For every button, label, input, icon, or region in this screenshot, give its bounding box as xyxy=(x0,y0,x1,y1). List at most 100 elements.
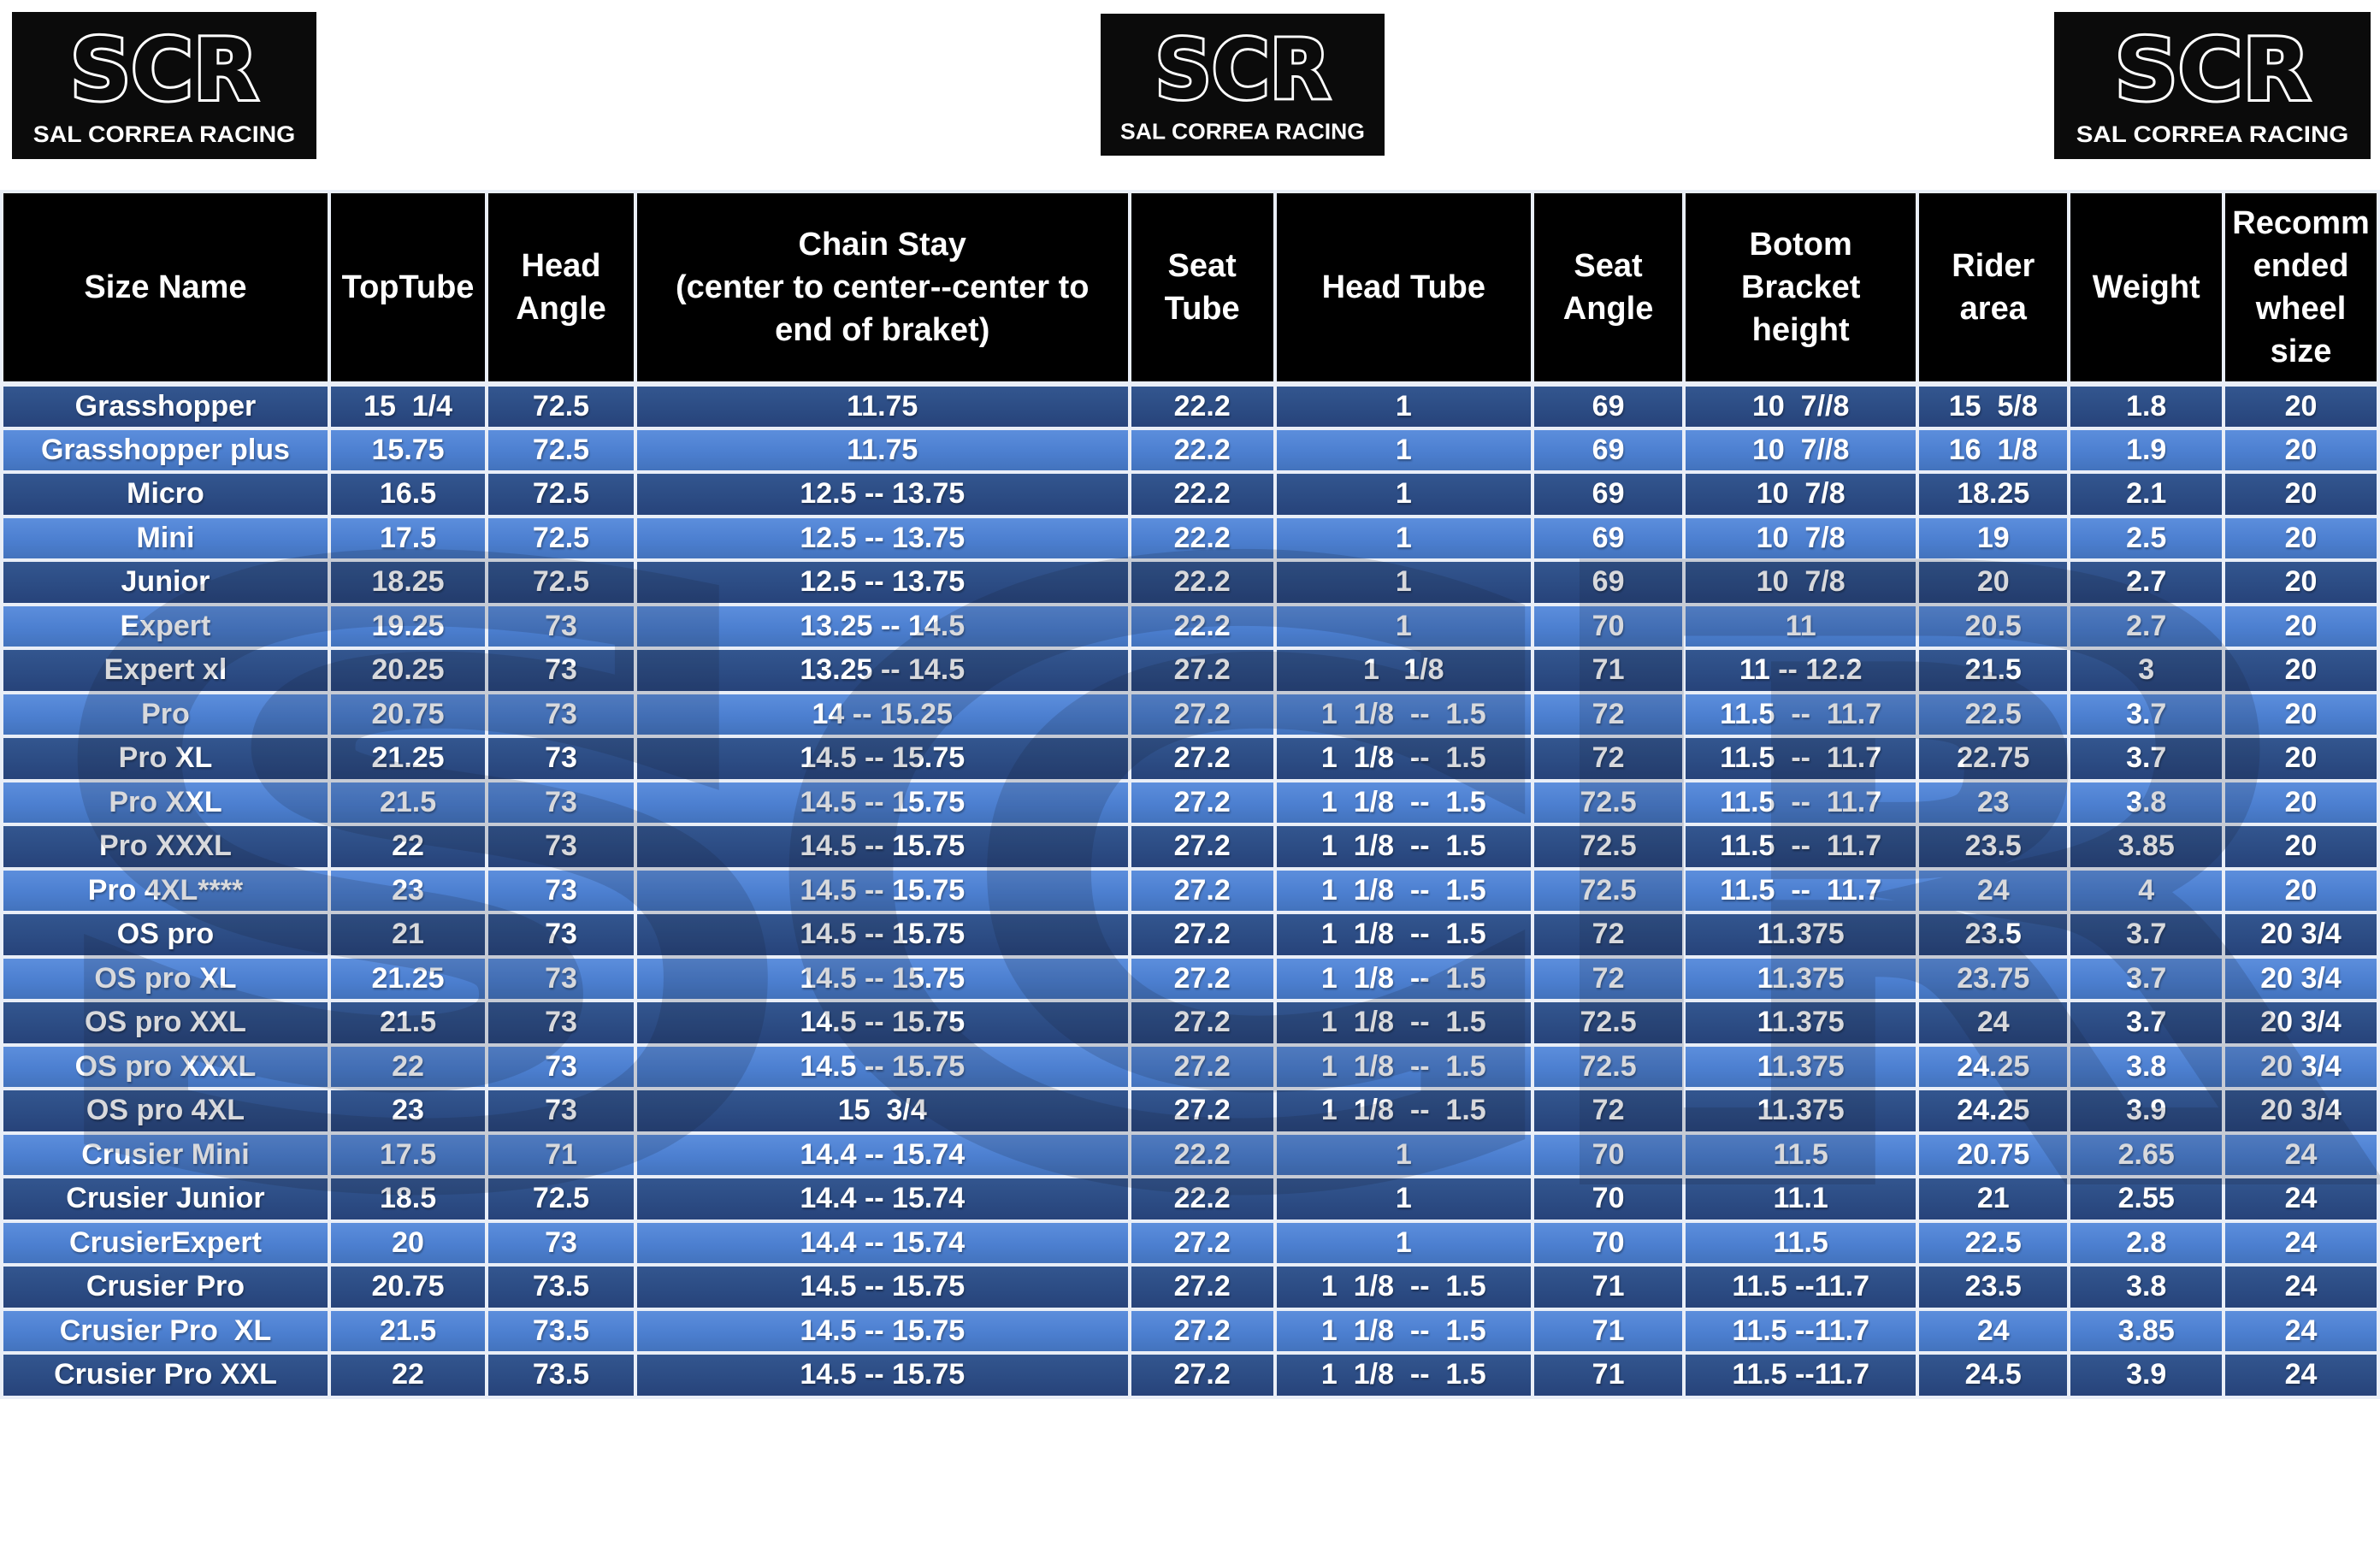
cell-seat-tube: 22.2 xyxy=(1127,1175,1277,1223)
cell-chain-stay: 14.5 -- 15.75 xyxy=(633,911,1131,959)
cell-bottom-bracket-height: 11.5 -- 11.7 xyxy=(1682,778,1920,826)
logo-text: SCR xyxy=(70,21,258,120)
cell-rider-area: 18.25 xyxy=(1916,470,2071,518)
scr-logo-icon: SCR SAL CORREA RACING xyxy=(2054,12,2371,159)
cell-bottom-bracket-height: 11.1 xyxy=(1682,1175,1920,1223)
cell-recommended-wheel-size: 20 3/4 xyxy=(2222,911,2380,959)
cell-seat-angle: 70 xyxy=(1530,1131,1686,1178)
cell-recommended-wheel-size: 20 xyxy=(2222,470,2380,518)
cell-head-angle: 72.5 xyxy=(485,470,637,518)
cell-seat-angle: 69 xyxy=(1530,382,1686,430)
cell-size-name: Crusier Pro xyxy=(0,1263,331,1311)
cell-top-tube: 23 xyxy=(327,1087,489,1135)
cell-seat-tube: 22.2 xyxy=(1127,558,1277,606)
cell-seat-angle: 69 xyxy=(1530,514,1686,562)
cell-chain-stay: 14.5 -- 15.75 xyxy=(633,999,1131,1047)
cell-head-tube: 1 1/8 -- 1.5 xyxy=(1273,735,1534,782)
cell-top-tube: 17.5 xyxy=(327,514,489,562)
cell-chain-stay: 13.25 -- 14.5 xyxy=(633,602,1131,650)
cell-seat-tube: 22.2 xyxy=(1127,470,1277,518)
cell-top-tube: 19.25 xyxy=(327,602,489,650)
cell-recommended-wheel-size: 20 xyxy=(2222,735,2380,782)
cell-seat-angle: 72.5 xyxy=(1530,1042,1686,1090)
cell-size-name: Crusier Pro XXL xyxy=(0,1351,331,1399)
cell-chain-stay: 14.5 -- 15.75 xyxy=(633,1263,1131,1311)
cell-head-tube: 1 1/8 -- 1.5 xyxy=(1273,999,1534,1047)
cell-recommended-wheel-size: 20 xyxy=(2222,778,2380,826)
table-row: Pro XL 21.25 73 14.5 -- 15.75 27.2 1 1/8 -- 1… xyxy=(0,735,2380,782)
cell-seat-angle: 71 xyxy=(1530,1351,1686,1399)
cell-top-tube: 18.5 xyxy=(327,1175,489,1223)
cell-recommended-wheel-size: 24 xyxy=(2222,1263,2380,1311)
cell-seat-angle: 69 xyxy=(1530,426,1686,474)
cell-chain-stay: 14 -- 15.25 xyxy=(633,690,1131,738)
cell-seat-tube: 22.2 xyxy=(1127,1131,1277,1178)
scr-logo-center: SCR SAL CORREA RACING xyxy=(1101,14,1385,156)
cell-top-tube: 21.5 xyxy=(327,778,489,826)
cell-bottom-bracket-height: 11.5 xyxy=(1682,1219,1920,1267)
cell-rider-area: 24 xyxy=(1916,866,2071,914)
table-row: OS pro XXXL 22 73 14.5 -- 15.75 27.2 1 1/8 --… xyxy=(0,1042,2380,1090)
header-row: Size Name TopTube Head Angle Chain Stay (ce… xyxy=(0,190,2380,387)
cell-head-angle: 72.5 xyxy=(485,1175,637,1223)
column-header-top-tube: TopTube xyxy=(327,190,489,387)
cell-recommended-wheel-size: 20 3/4 xyxy=(2222,1042,2380,1090)
cell-head-tube: 1 1/8 -- 1.5 xyxy=(1273,954,1534,1002)
cell-seat-tube: 27.2 xyxy=(1127,1351,1277,1399)
cell-seat-angle: 70 xyxy=(1530,1175,1686,1223)
cell-bottom-bracket-height: 11 -- 12.2 xyxy=(1682,647,1920,694)
cell-head-tube: 1 xyxy=(1273,1219,1534,1267)
cell-weight: 2.7 xyxy=(2067,602,2226,650)
cell-seat-angle: 69 xyxy=(1530,558,1686,606)
cell-seat-tube: 22.2 xyxy=(1127,602,1277,650)
cell-head-tube: 1 1/8 xyxy=(1273,647,1534,694)
cell-head-angle: 73 xyxy=(485,866,637,914)
cell-weight: 3.8 xyxy=(2067,1263,2226,1311)
cell-rider-area: 24.25 xyxy=(1916,1087,2071,1135)
cell-seat-tube: 27.2 xyxy=(1127,1087,1277,1135)
cell-rider-area: 23.5 xyxy=(1916,1263,2071,1311)
cell-rider-area: 23 xyxy=(1916,778,2071,826)
cell-bottom-bracket-height: 11.5 -- 11.7 xyxy=(1682,866,1920,914)
cell-head-angle: 73 xyxy=(485,1219,637,1267)
cell-bottom-bracket-height: 11.375 xyxy=(1682,1042,1920,1090)
cell-top-tube: 21.5 xyxy=(327,999,489,1047)
table-row: Expert 19.25 73 13.25 -- 14.5 22.2 1 70 11 20.5 2… xyxy=(0,602,2380,650)
column-header-size-name: Size Name xyxy=(0,190,331,387)
cell-weight: 2.1 xyxy=(2067,470,2226,518)
cell-top-tube: 20 xyxy=(327,1219,489,1267)
cell-size-name: Crusier Mini xyxy=(0,1131,331,1178)
cell-seat-tube: 27.2 xyxy=(1127,647,1277,694)
column-header-weight: Weight xyxy=(2067,190,2226,387)
cell-seat-angle: 70 xyxy=(1530,1219,1686,1267)
cell-head-angle: 72.5 xyxy=(485,514,637,562)
cell-rider-area: 21.5 xyxy=(1916,647,2071,694)
column-header-chain-stay: Chain Stay (center to center--center to … xyxy=(633,190,1131,387)
cell-seat-angle: 72.5 xyxy=(1530,823,1686,871)
cell-rider-area: 20.75 xyxy=(1916,1131,2071,1178)
cell-seat-tube: 27.2 xyxy=(1127,954,1277,1002)
cell-top-tube: 21.25 xyxy=(327,954,489,1002)
cell-seat-tube: 27.2 xyxy=(1127,1263,1277,1311)
cell-size-name: OS pro XL xyxy=(0,954,331,1002)
cell-seat-tube: 22.2 xyxy=(1127,426,1277,474)
table-row: Crusier Junior 18.5 72.5 14.4 -- 15.74 22.2 1… xyxy=(0,1175,2380,1223)
table-row: CrusierExpert 20 73 14.4 -- 15.74 27.2 1 70 11.… xyxy=(0,1219,2380,1267)
table-row: Micro 16.5 72.5 12.5 -- 13.75 22.2 1 69 10 7/8 1… xyxy=(0,470,2380,518)
cell-head-tube: 1 xyxy=(1273,1175,1534,1223)
table-row: Pro 20.75 73 14 -- 15.25 27.2 1 1/8 -- 1.5 72 1… xyxy=(0,690,2380,738)
cell-seat-tube: 27.2 xyxy=(1127,999,1277,1047)
cell-seat-angle: 72.5 xyxy=(1530,778,1686,826)
cell-weight: 3 xyxy=(2067,647,2226,694)
cell-bottom-bracket-height: 10 7/8 xyxy=(1682,558,1920,606)
cell-size-name: Micro xyxy=(0,470,331,518)
cell-size-name: Crusier Junior xyxy=(0,1175,331,1223)
cell-recommended-wheel-size: 20 xyxy=(2222,866,2380,914)
cell-seat-tube: 27.2 xyxy=(1127,823,1277,871)
cell-top-tube: 20.75 xyxy=(327,690,489,738)
scr-logo-icon: SCR SAL CORREA RACING xyxy=(12,12,316,159)
cell-weight: 3.85 xyxy=(2067,1307,2226,1355)
cell-size-name: Pro 4XL**** xyxy=(0,866,331,914)
table-row: Mini 17.5 72.5 12.5 -- 13.75 22.2 1 69 10 7/8 19… xyxy=(0,514,2380,562)
cell-size-name: Expert xl xyxy=(0,647,331,694)
